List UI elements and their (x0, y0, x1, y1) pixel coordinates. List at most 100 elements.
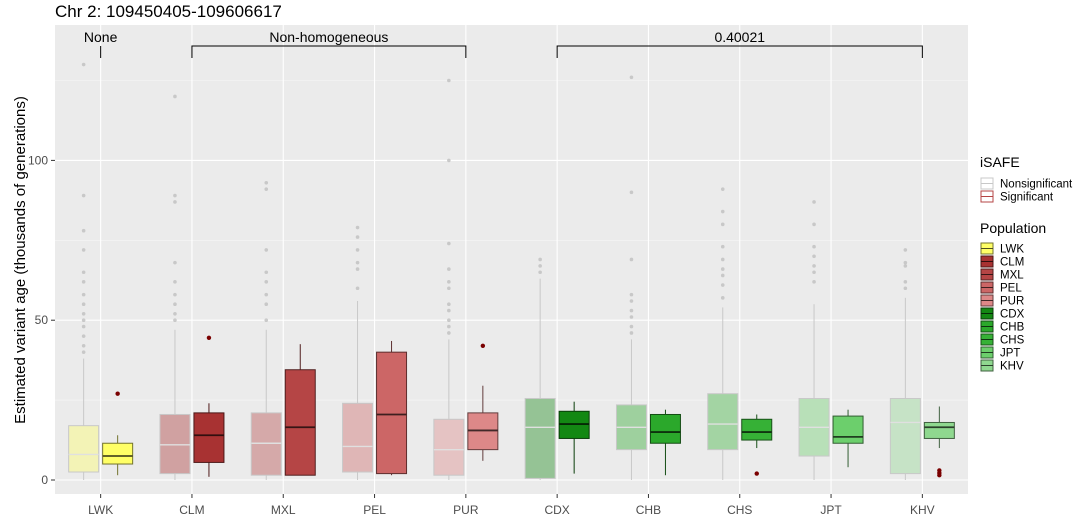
box-iqr (889, 398, 921, 475)
box-iqr (524, 398, 556, 479)
x-axis-ticks: LWK CLM MXL PEL PUR CDX CHB CHS JPT KHV (88, 494, 935, 517)
outlier-point (173, 318, 177, 323)
significant-box-pel (376, 340, 408, 476)
box-iqr (376, 351, 408, 475)
box-iqr (193, 412, 225, 463)
outlier-point (903, 260, 908, 265)
outlier-point (173, 292, 177, 297)
boxes (68, 278, 955, 480)
outlier-point (264, 270, 269, 275)
legend-item-label: PEL (1000, 283, 1022, 295)
outlier-point (264, 302, 269, 307)
box-iqr (433, 418, 465, 476)
box-iqr (741, 418, 773, 441)
box-iqr (102, 442, 134, 465)
nonsignificant-outliers (81, 62, 908, 354)
significant-box-jpt (832, 409, 864, 468)
outlier-point (629, 308, 634, 313)
outlier-point (812, 200, 816, 204)
legend-item-label: CLM (1000, 257, 1024, 269)
legend-item-label: CDX (1000, 309, 1025, 321)
outlier-point (903, 286, 908, 291)
outlier-point (81, 228, 86, 233)
outlier-point (81, 248, 86, 252)
outlier-point (173, 193, 177, 198)
bracket-annotations: None Non-homogeneous 0.40021 (84, 29, 923, 58)
significant-box-khv (923, 406, 955, 478)
x-tick-label: PEL (363, 503, 386, 517)
outlier-point (903, 264, 908, 268)
legend-item-label: KHV (1000, 361, 1024, 373)
outlier-point (447, 78, 451, 83)
outlier-point (81, 270, 86, 275)
outlier-point (538, 270, 542, 275)
bracket-non-homogeneous: Non-homogeneous (191, 29, 467, 58)
outlier-point (173, 200, 177, 204)
outlier-point (812, 264, 816, 268)
nonsignificant-box-jpt (798, 304, 830, 480)
outlier-point (720, 209, 725, 214)
outlier-point (754, 471, 759, 476)
nonsignificant-box-mxl (250, 329, 282, 480)
outlier-point (812, 270, 816, 275)
outlier-point (264, 280, 269, 284)
outlier-point (173, 312, 177, 316)
outlier-point (629, 331, 634, 335)
legend-item-label: PUR (1000, 296, 1024, 308)
outlier-point (629, 292, 634, 297)
legend-item-label: JPT (1000, 348, 1020, 360)
outlier-point (81, 302, 86, 307)
outlier-point (264, 180, 269, 185)
outlier-point (173, 94, 177, 99)
outlier-point (720, 296, 725, 300)
x-tick-label: CHB (636, 503, 661, 517)
outlier-point (264, 318, 269, 323)
bracket-line (191, 45, 467, 58)
outlier-point (81, 292, 86, 297)
outlier-point (81, 350, 86, 354)
outlier-point (264, 187, 269, 191)
nonsignificant-box-chs (707, 307, 739, 480)
outlier-point (81, 62, 86, 67)
outlier-point (720, 267, 725, 271)
y-tick-label: 50 (35, 313, 49, 327)
legend-item-label: MXL (1000, 270, 1024, 282)
nonsignificant-box-lwk (68, 358, 100, 480)
outlier-point (629, 324, 634, 329)
bracket-label: None (84, 29, 118, 45)
outlier-point (81, 318, 86, 323)
outlier-point (81, 312, 86, 316)
x-tick-label: JPT (820, 503, 842, 517)
legend-item-label: CHB (1000, 322, 1025, 334)
significant-box-mxl (284, 344, 316, 476)
bracket-0-40021: 0.40021 (556, 29, 923, 58)
outlier-point (629, 75, 634, 80)
legend-item-label: CHS (1000, 335, 1025, 347)
outlier-point (355, 235, 360, 239)
outlier-point (903, 280, 908, 284)
outlier-point (447, 318, 451, 323)
outlier-point (355, 286, 360, 291)
x-tick-label: CLM (179, 503, 204, 517)
outlier-point (81, 343, 86, 348)
outlier-point (81, 334, 86, 338)
outlier-point (812, 222, 816, 227)
outlier-point (81, 280, 86, 284)
box-iqr (68, 425, 100, 473)
y-axis-label: Estimated variant age (thousands of gene… (12, 96, 29, 424)
outlier-point (115, 391, 120, 396)
nonsignificant-box-khv (889, 297, 921, 480)
nonsignificant-box-clm (159, 329, 191, 480)
legend-item-label: Nonsignificant (1000, 179, 1073, 191)
box-iqr (250, 412, 282, 476)
nonsignificant-box-cdx (524, 278, 556, 480)
outlier-point (447, 308, 451, 313)
outlier-point (447, 286, 451, 291)
outlier-point (538, 257, 542, 262)
box-iqr (707, 393, 739, 451)
x-tick-label: CHS (727, 503, 752, 517)
outlier-point (355, 260, 360, 265)
bracket-label: Non-homogeneous (269, 29, 388, 45)
legend-title-isafe: iSAFE (980, 154, 1020, 170)
outlier-point (720, 273, 725, 278)
